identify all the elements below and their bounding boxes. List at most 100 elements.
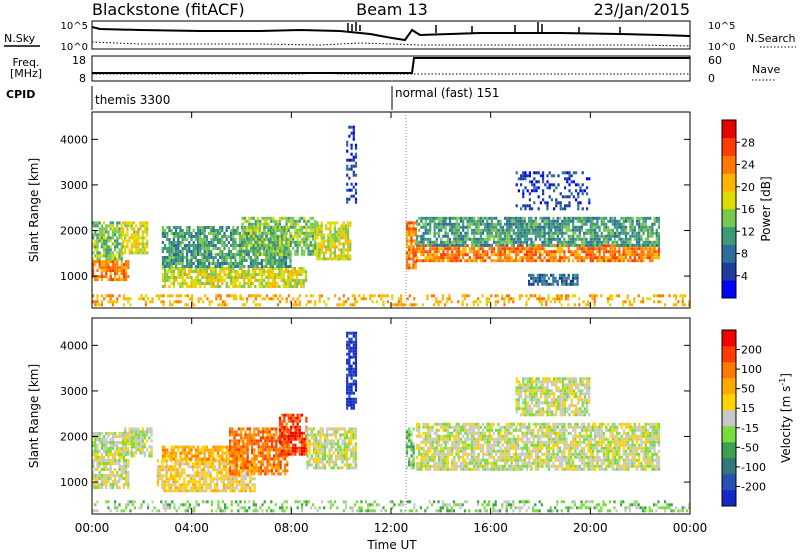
scatter-cell (201, 247, 204, 250)
scatter-cell (522, 204, 525, 208)
scatter-cell (96, 294, 99, 298)
scatter-cell (227, 486, 230, 490)
scatter-cell (596, 256, 599, 260)
scatter-cell (274, 219, 277, 223)
scatter-cell (232, 256, 235, 259)
scatter-cell (109, 450, 112, 453)
scatter-cell (246, 463, 249, 467)
scatter-cell (276, 225, 279, 229)
scatter-cell (194, 451, 197, 455)
scatter-cell (544, 183, 547, 187)
scatter-cell (638, 243, 641, 247)
scatter-cell (175, 445, 178, 449)
scatter-cell (550, 198, 553, 202)
scatter-cell (111, 263, 114, 267)
scatter-cell (278, 240, 282, 244)
scatter-cell (514, 250, 518, 254)
scatter-cell (172, 270, 175, 273)
scatter-cell (247, 486, 250, 490)
scatter-cell (325, 239, 328, 243)
scatter-cell (648, 297, 651, 301)
scatter-cell (205, 226, 208, 229)
scatter-cell (237, 442, 240, 446)
scatter-cell (94, 245, 97, 249)
scatter-cell (316, 236, 319, 240)
scatter-cell (280, 226, 283, 229)
scatter-cell (497, 222, 500, 226)
scatter-cell (125, 278, 128, 282)
scatter-cell (294, 222, 297, 226)
scatter-cell (241, 297, 244, 301)
scatter-cell (229, 474, 232, 478)
scatter-cell (130, 430, 133, 434)
scatter-cell (194, 448, 197, 452)
scatter-cell (525, 234, 529, 238)
scatter-cell (107, 480, 110, 483)
scatter-cell (296, 228, 299, 232)
scatter-cell (96, 462, 99, 465)
scatter-cell (172, 273, 175, 276)
scatter-cell (194, 474, 197, 478)
scatter-cell (172, 232, 175, 235)
scatter-cell (289, 282, 292, 285)
scatter-cell (103, 462, 106, 465)
scatter-cell (347, 248, 350, 252)
scatter-cell (347, 257, 350, 261)
scatter-cell (657, 231, 661, 235)
scatter-cell (164, 247, 167, 250)
scatter-cell (219, 303, 222, 307)
scatter-cell (214, 279, 217, 282)
scatter-cell (263, 279, 266, 282)
scatter-cell (196, 462, 199, 466)
scatter-cell (594, 256, 597, 260)
scatter-cell (94, 224, 97, 228)
scatter-cell (342, 230, 345, 234)
scatter-cell (226, 303, 229, 307)
scatter-cell (210, 232, 213, 235)
scatter-cell (420, 237, 423, 241)
scatter-cell (525, 300, 528, 304)
scatter-cell (105, 444, 108, 447)
scatter-cell (408, 254, 411, 258)
scatter-cell (285, 256, 288, 259)
scatter-cell (431, 247, 434, 251)
scatter-cell (242, 486, 245, 490)
scatter-cell (549, 300, 552, 304)
scatter-cell (263, 267, 266, 270)
scatter-cell (210, 273, 213, 276)
scatter-cell (103, 266, 106, 270)
scatter-cell (107, 456, 110, 459)
scatter-cell (118, 227, 121, 231)
scatter-cell (187, 489, 190, 493)
scatter-cell (139, 436, 142, 440)
scatter-cell (124, 439, 127, 443)
scatter-cell (172, 238, 175, 241)
scatter-cell (550, 243, 553, 247)
scatter-cell (232, 262, 235, 265)
scatter-cell (170, 270, 173, 273)
scatter-cell (122, 303, 125, 307)
scatter-cell (260, 279, 263, 282)
scatter-cell (519, 225, 522, 229)
scatter-cell (249, 262, 252, 265)
scatter-cell (100, 303, 103, 307)
scatter-cell (278, 252, 282, 256)
scatter-cell (470, 219, 474, 223)
scatter-cell (161, 250, 164, 253)
scatter-cell (566, 195, 569, 199)
scatter-cell (455, 216, 458, 220)
scatter-cell (508, 231, 511, 235)
scatter-cell (194, 232, 197, 235)
scatter-cell (433, 231, 436, 235)
scatter-cell (278, 265, 281, 268)
scatter-cell (547, 297, 550, 301)
scatter-cell (205, 462, 208, 466)
scatter-cell (230, 294, 233, 298)
scatter-cell (199, 247, 202, 250)
scatter-cell (314, 300, 317, 304)
freq-label-1: Freq. (12, 56, 39, 69)
scatter-cell (202, 300, 205, 304)
scatter-cell (547, 250, 551, 254)
scatter-cell (635, 219, 639, 223)
scatter-cell (293, 282, 296, 285)
